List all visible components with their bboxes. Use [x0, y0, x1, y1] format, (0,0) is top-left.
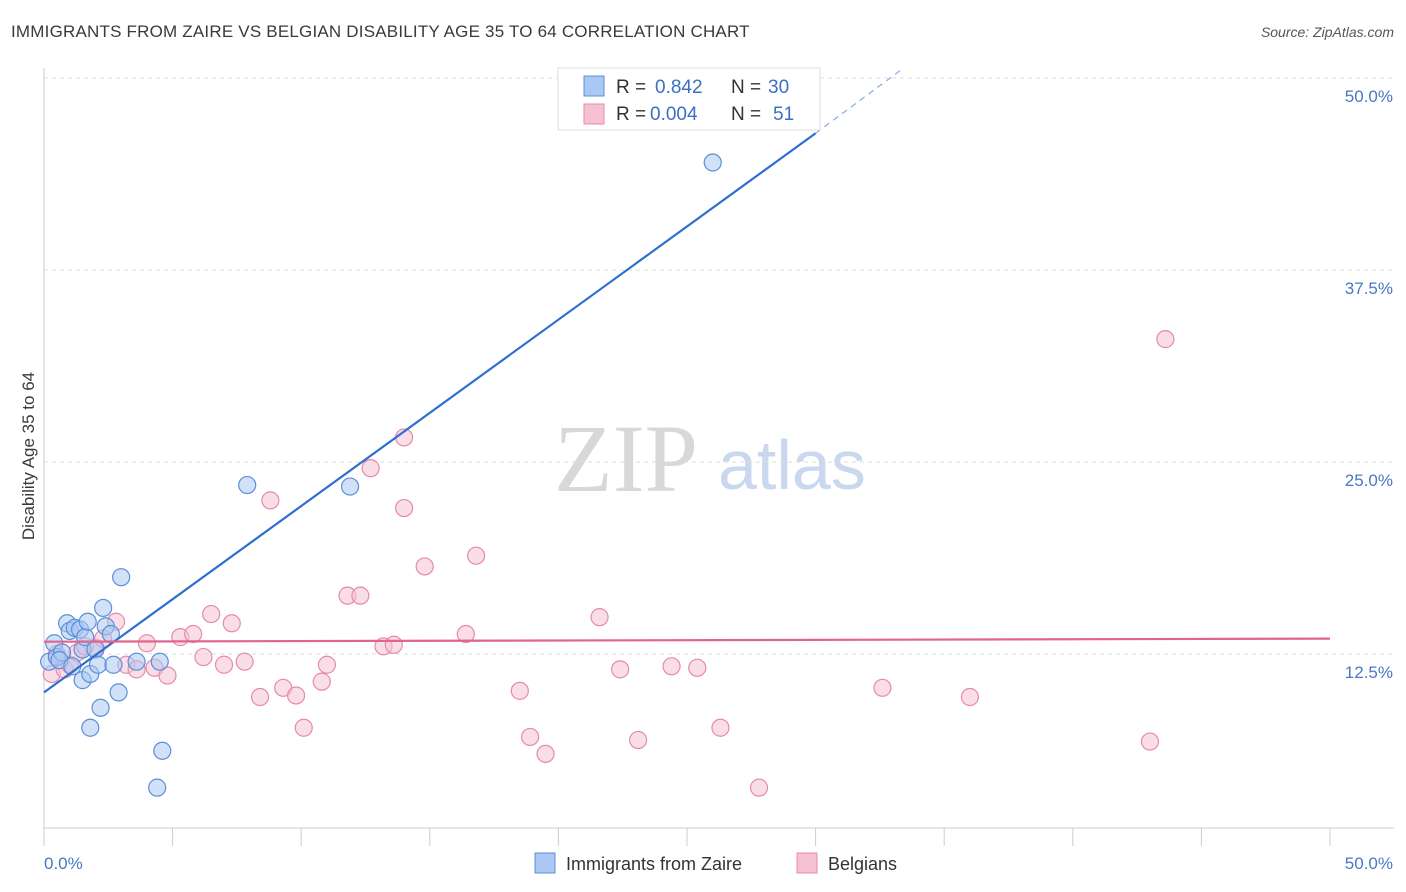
bottom-legend-label-zaire: Immigrants from Zaire	[566, 854, 742, 874]
data-point	[148, 778, 167, 797]
watermark-zip: ZIP	[554, 405, 698, 512]
bottom-legend-swatch-belgians	[796, 852, 818, 874]
data-point	[184, 624, 203, 644]
data-point	[536, 744, 555, 763]
data-point	[112, 568, 131, 587]
data-point	[91, 698, 110, 717]
data-point	[261, 491, 280, 510]
data-point	[286, 686, 306, 705]
data-point	[214, 655, 234, 674]
data-point	[521, 727, 540, 747]
data-point	[415, 557, 434, 576]
source-credit: Source: ZipAtlas.com	[1260, 24, 1394, 40]
belgians-points	[42, 330, 1175, 797]
trend-lines	[43, 69, 1331, 694]
data-point	[109, 683, 128, 702]
belgians-trend-line	[43, 637, 1331, 643]
x-tick-layer	[43, 828, 1331, 846]
data-point	[510, 681, 529, 700]
bottom-legend-swatch-zaire	[534, 852, 556, 874]
data-point	[294, 718, 313, 737]
data-point	[222, 614, 241, 633]
y-tick-label: 37.5%	[1345, 279, 1393, 298]
data-point	[137, 634, 156, 653]
data-point	[150, 652, 169, 671]
data-point	[78, 612, 97, 631]
legend-swatch-belgians	[583, 103, 605, 125]
data-point	[158, 666, 177, 685]
data-point	[94, 598, 113, 618]
data-point	[361, 459, 380, 478]
watermark-atlas: atlas	[718, 426, 866, 504]
data-point	[629, 730, 648, 750]
data-point	[384, 635, 403, 654]
data-point	[351, 586, 370, 605]
data-point	[250, 687, 270, 707]
data-point	[873, 678, 892, 697]
zaire-trend-extension	[815, 69, 901, 134]
data-point	[1140, 732, 1160, 751]
y-tick-layer: 12.5% 25.0% 37.5% 50.0%	[1345, 87, 1393, 682]
legend-n-label-zaire: N =	[731, 77, 761, 98]
y-axis-title: Disability Age 35 to 64	[19, 372, 38, 540]
legend-r-label-belgians: R =	[616, 104, 646, 125]
data-point	[456, 624, 475, 644]
data-point	[703, 153, 722, 172]
data-point	[81, 718, 100, 737]
legend-n-value-belgians: 51	[773, 104, 794, 125]
data-point	[340, 477, 360, 496]
x-tick-label-max: 50.0%	[1345, 854, 1393, 873]
legend-r-label-zaire: R =	[616, 77, 646, 98]
watermark: ZIP atlas	[554, 405, 866, 512]
legend-r-value-zaire: 0.842	[655, 77, 703, 98]
data-point	[104, 655, 123, 674]
y-tick-label: 50.0%	[1345, 87, 1393, 106]
series-legend: Immigrants from Zaire Belgians	[534, 852, 897, 874]
data-point	[688, 658, 707, 677]
data-point	[611, 660, 630, 679]
legend-swatch-zaire	[583, 75, 605, 97]
correlation-legend: R = 0.842 N = 30 R = 0.004 N = 51	[557, 67, 821, 131]
data-point	[194, 647, 213, 667]
data-point	[711, 718, 730, 737]
data-point	[466, 546, 486, 565]
zaire-trend-line	[43, 132, 817, 694]
data-point	[749, 778, 769, 797]
data-point	[590, 608, 609, 627]
chart-title: IMMIGRANTS FROM ZAIRE VS BELGIAN DISABIL…	[11, 22, 750, 41]
data-point	[662, 657, 681, 676]
legend-n-label-belgians: N =	[731, 104, 761, 125]
y-tick-label: 25.0%	[1345, 471, 1393, 490]
data-point	[312, 672, 331, 691]
data-point	[202, 604, 221, 624]
data-point	[394, 498, 414, 518]
bottom-legend-label-belgians: Belgians	[828, 854, 897, 874]
y-tick-label: 12.5%	[1345, 663, 1393, 682]
data-point	[127, 652, 146, 671]
data-point	[960, 687, 980, 707]
data-point	[1156, 330, 1175, 349]
data-point	[238, 475, 257, 495]
data-point	[317, 655, 337, 674]
data-point	[153, 741, 172, 760]
legend-r-value-belgians: 0.004	[650, 104, 698, 125]
data-point	[235, 652, 254, 671]
legend-n-value-zaire: 30	[768, 77, 789, 98]
x-tick-label-min: 0.0%	[44, 854, 83, 873]
